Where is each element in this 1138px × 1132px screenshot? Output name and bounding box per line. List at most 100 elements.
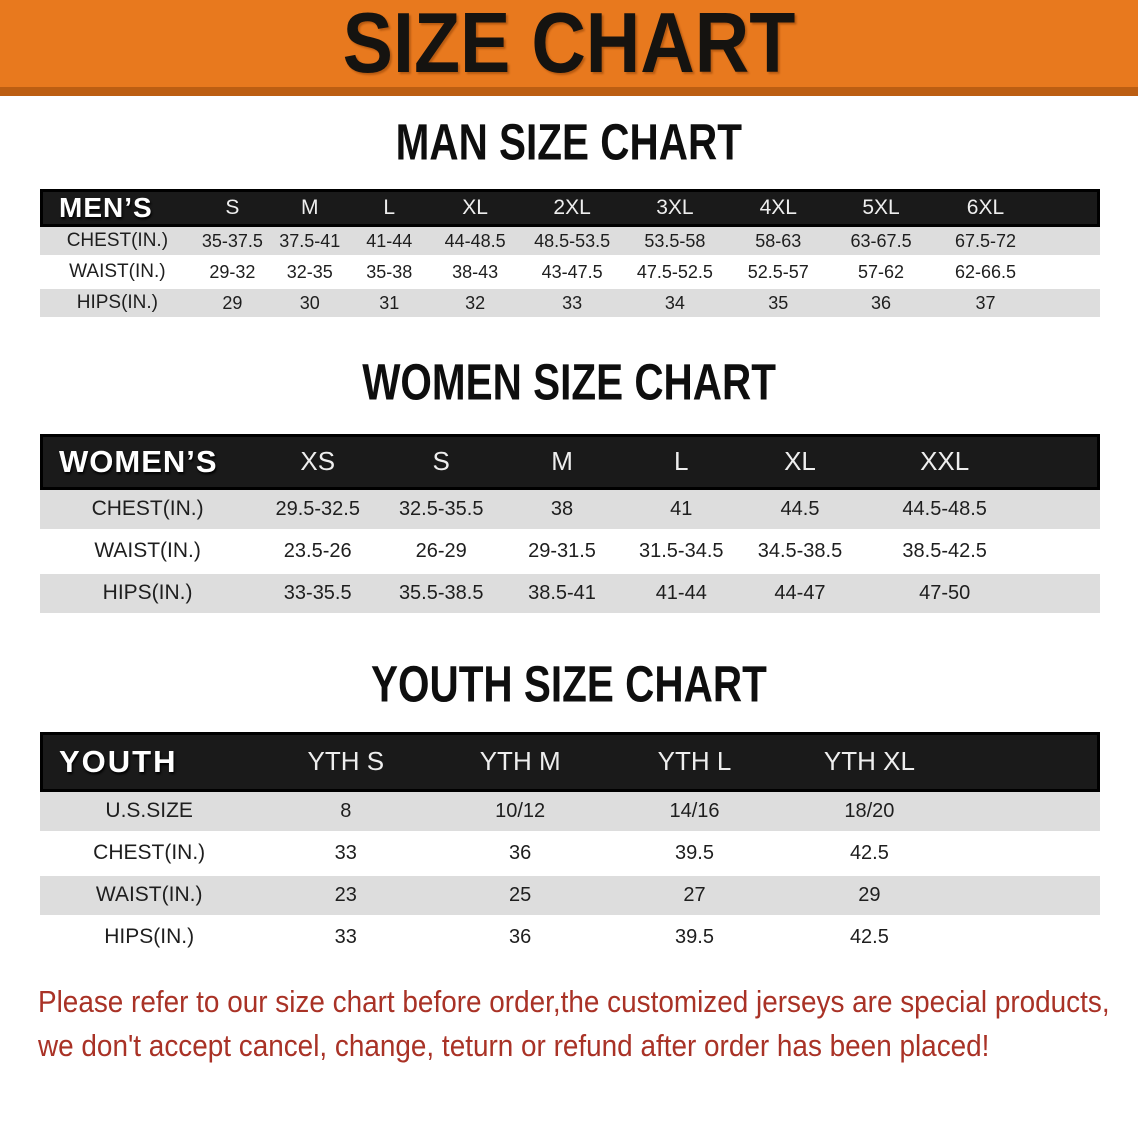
men-size-cell: 32 [429,289,522,321]
women-group-label: WOMEN’S [40,433,256,490]
women-size-cell: 47-50 [859,573,1030,616]
men-size-cell: 33 [521,289,623,321]
youth-size-cell: 27 [607,875,782,918]
youth-size-table: YOUTH YTH S YTH M YTH L YTH XL U.S.SIZE 8 10/12… [40,731,1100,960]
men-section-heading: MAN SIZE CHART [0,96,1138,168]
men-size-cell: 35 [726,289,830,321]
women-column-header-s: S [380,433,503,490]
banner: SIZE CHART [0,0,1138,96]
youth-table-row: WAIST(IN.) 23 25 27 29 [40,875,1100,918]
youth-size-cell: 25 [433,875,608,918]
men-size-cell: 29-32 [194,258,270,290]
men-row-filler [1038,258,1100,290]
women-row-filler [1030,531,1100,574]
women-size-cell: 34.5-38.5 [740,531,860,574]
women-size-cell: 33-35.5 [255,573,381,616]
youth-header-filler [956,731,1100,792]
youth-size-cell: 42.5 [781,833,957,876]
youth-column-header-yth-l: YTH L [607,731,782,792]
men-table-row: CHEST(IN.) 35-37.5 37.5-41 41-44 44-48.5 48.5… [40,227,1100,259]
men-header-filler [1038,189,1100,228]
women-section: WOMEN SIZE CHART WOMEN’S XS S M L XL XXL CHEST(… [0,320,1138,616]
youth-size-cell: 10/12 [433,791,608,834]
men-column-header-m: M [270,189,350,228]
men-size-cell: 57-62 [829,258,933,290]
men-size-cell: 37 [932,289,1039,321]
women-size-cell: 23.5-26 [255,531,381,574]
men-row-filler [1038,227,1100,259]
men-header-row: MEN’S S M L XL 2XL 3XL 4XL 5XL 6XL [40,189,1100,228]
men-size-cell: 58-63 [726,227,830,259]
youth-table-row: U.S.SIZE 8 10/12 14/16 18/20 [40,791,1100,834]
men-size-cell: 67.5-72 [932,227,1039,259]
youth-column-header-yth-m: YTH M [433,731,608,792]
women-size-cell: 31.5-34.5 [621,531,741,574]
men-size-table: MEN’S S M L XL 2XL 3XL 4XL 5XL 6XL CHEST(IN.) 35-37… [40,189,1100,321]
women-column-header-m: M [502,433,622,490]
youth-size-cell: 36 [433,833,608,876]
youth-size-cell: 33 [258,833,434,876]
youth-row-label: WAIST(IN.) [40,875,259,918]
men-size-cell: 47.5-52.5 [622,258,727,290]
men-column-header-3xl: 3XL [622,189,727,228]
women-section-heading-text: WOMEN SIZE CHART [362,353,776,411]
men-row-label: CHEST(IN.) [40,227,195,259]
men-column-header-l: L [349,189,429,228]
youth-column-header-yth-s: YTH S [258,731,434,792]
youth-row-filler [956,917,1100,960]
men-size-cell: 43-47.5 [521,258,623,290]
men-size-cell: 38-43 [429,258,522,290]
women-size-cell: 38.5-42.5 [859,531,1030,574]
youth-section: YOUTH SIZE CHART YOUTH YTH S YTH M YTH L YTH… [0,616,1138,960]
women-column-header-l: L [621,433,741,490]
youth-row-label: U.S.SIZE [40,791,259,834]
men-size-cell: 30 [270,289,350,321]
footer-note: Please refer to our size chart before or… [0,980,1138,1068]
women-header-filler [1030,433,1100,490]
youth-header-row: YOUTH YTH S YTH M YTH L YTH XL [40,731,1100,792]
men-size-cell: 62-66.5 [932,258,1039,290]
men-size-cell: 29 [194,289,270,321]
women-table-row: WAIST(IN.) 23.5-26 26-29 29-31.5 31.5-34.5 34… [40,531,1100,574]
men-column-header-s: S [194,189,270,228]
men-table-row: WAIST(IN.) 29-32 32-35 35-38 38-43 43-47.5 47.… [40,258,1100,290]
women-row-label: WAIST(IN.) [40,531,256,574]
men-row-label: WAIST(IN.) [40,258,195,290]
women-section-heading: WOMEN SIZE CHART [0,320,1138,411]
women-row-filler [1030,489,1100,532]
women-size-cell: 29.5-32.5 [255,489,381,532]
women-size-cell: 38.5-41 [502,573,622,616]
youth-row-filler [956,833,1100,876]
youth-size-cell: 39.5 [607,833,782,876]
youth-group-label: YOUTH [40,731,259,792]
women-size-cell: 44.5 [740,489,860,532]
women-header-row: WOMEN’S XS S M L XL XXL [40,433,1100,490]
men-column-header-5xl: 5XL [829,189,933,228]
youth-row-label: CHEST(IN.) [40,833,259,876]
men-column-header-xl: XL [429,189,522,228]
women-table-row: CHEST(IN.) 29.5-32.5 32.5-35.5 38 41 44.5 44.5… [40,489,1100,532]
men-row-filler [1038,289,1100,321]
banner-title: SIZE CHART [342,0,796,91]
women-table-row: HIPS(IN.) 33-35.5 35.5-38.5 38.5-41 41-44 44-… [40,573,1100,616]
men-size-cell: 41-44 [349,227,429,259]
men-size-cell: 52.5-57 [726,258,830,290]
youth-row-filler [956,791,1100,834]
youth-size-cell: 33 [258,917,434,960]
women-size-cell: 35.5-38.5 [380,573,503,616]
men-size-cell: 35-37.5 [194,227,270,259]
footer-note-line1: Please refer to our size chart before or… [38,983,1110,1019]
women-column-header-xl: XL [740,433,860,490]
youth-column-header-yth-xl: YTH XL [781,731,957,792]
men-size-cell: 37.5-41 [270,227,350,259]
youth-row-filler [956,875,1100,918]
youth-section-heading: YOUTH SIZE CHART [0,616,1138,710]
men-size-cell: 44-48.5 [429,227,522,259]
women-size-cell: 32.5-35.5 [380,489,503,532]
men-group-label: MEN’S [40,189,195,228]
men-size-cell: 36 [829,289,933,321]
men-size-cell: 53.5-58 [622,227,727,259]
youth-table-row: HIPS(IN.) 33 36 39.5 42.5 [40,917,1100,960]
men-size-cell: 32-35 [270,258,350,290]
